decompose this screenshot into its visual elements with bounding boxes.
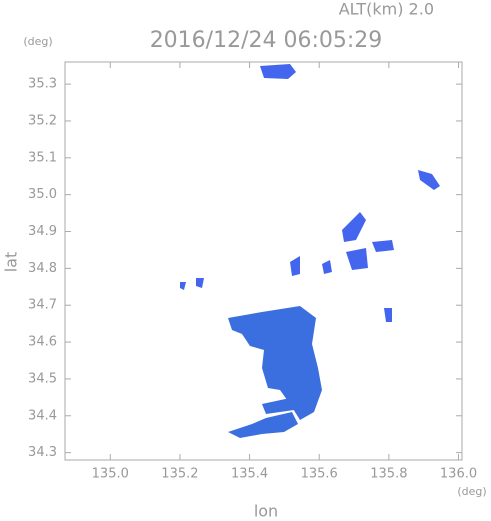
- echo: [228, 412, 298, 438]
- echo: [262, 398, 294, 414]
- echo: [342, 212, 366, 242]
- echo: [290, 256, 300, 276]
- x-tick-label: 135.6: [301, 467, 338, 482]
- y-tick-label: 34.4: [28, 408, 57, 423]
- y-tick-label: 35.3: [28, 77, 57, 92]
- radar-echoes: [180, 64, 440, 438]
- echo: [196, 278, 204, 288]
- x-unit: (deg): [457, 485, 486, 498]
- x-tick-label: 136.0: [440, 467, 477, 482]
- x-axis-label: lon: [254, 502, 278, 521]
- chart-title: 2016/12/24 06:05:29: [150, 28, 383, 53]
- echo: [260, 64, 296, 79]
- y-tick-label: 34.8: [28, 261, 57, 276]
- plot-frame: [64, 61, 463, 461]
- echo: [372, 240, 394, 252]
- y-tick-label: 35.1: [28, 150, 57, 165]
- x-tick-label: 135.2: [161, 467, 198, 482]
- y-tick-label: 34.7: [28, 298, 57, 313]
- y-tick-label: 35.2: [28, 113, 57, 128]
- y-tick-label: 34.6: [28, 335, 57, 350]
- x-tick-label: 135.8: [370, 467, 407, 482]
- echo: [180, 282, 186, 290]
- x-tick-label: 135.4: [231, 467, 268, 482]
- echo: [322, 260, 332, 274]
- echo: [228, 306, 322, 420]
- y-tick-label: 34.3: [28, 445, 57, 460]
- echo: [384, 308, 392, 322]
- echo: [346, 248, 368, 270]
- echo: [418, 170, 440, 190]
- altitude: ALT(km) 2.0: [339, 0, 434, 19]
- x-tick-label: 135.0: [92, 467, 129, 482]
- y-tick-label: 34.5: [28, 371, 57, 386]
- y-axis-label: lat: [2, 252, 21, 273]
- y-unit: (deg): [23, 35, 52, 48]
- y-tick-label: 34.9: [28, 224, 57, 239]
- y-tick-label: 35.0: [28, 187, 57, 202]
